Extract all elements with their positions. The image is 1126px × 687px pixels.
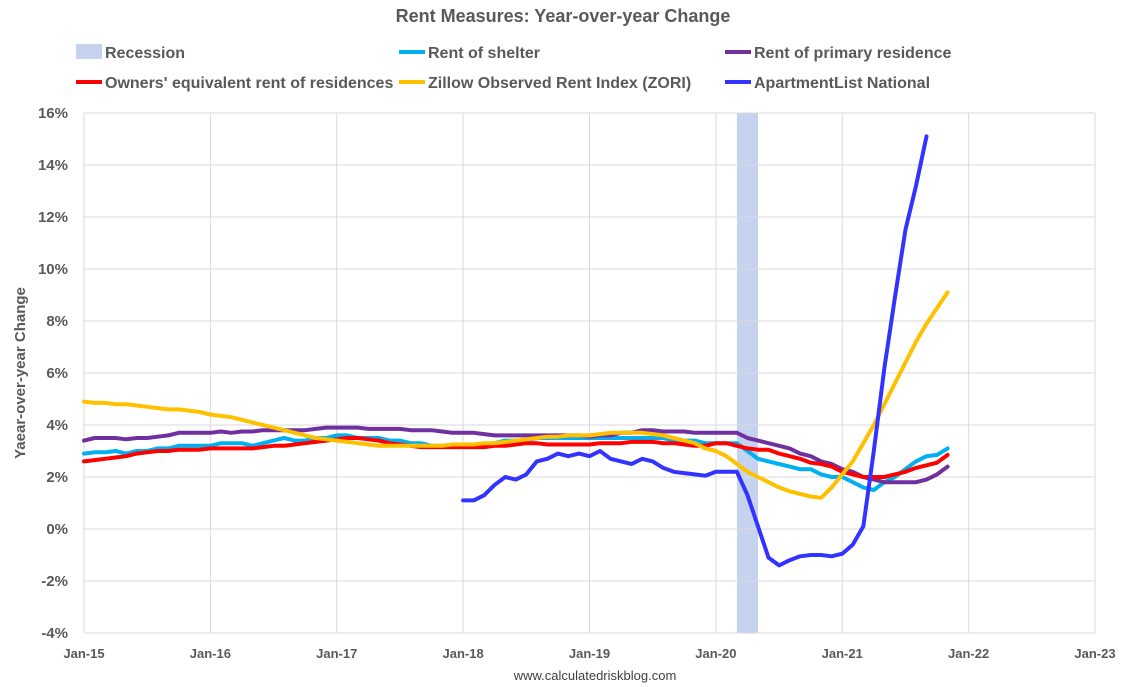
source-label: www.calculatedriskblog.com (513, 668, 677, 683)
y-tick-label: 2% (46, 469, 68, 486)
x-tick-label: Jan-16 (190, 646, 231, 661)
y-tick-label: 6% (46, 365, 68, 382)
y-axis-ticks: -4% -2% 0% 2% 4% 6% 8% 10% 12% 14% 16% (38, 105, 68, 642)
legend-label: Zillow Observed Rent Index (ZORI) (428, 75, 691, 92)
legend-swatch-recession (76, 44, 102, 59)
legend-label: ApartmentList National (754, 75, 930, 92)
x-tick-label: Jan-23 (1074, 646, 1115, 661)
legend-label: Rent of shelter (428, 45, 540, 62)
series-line-owners-equivalent-rent-of-residences (82, 436, 950, 479)
series-line-apartmentlist-national (461, 134, 929, 568)
y-tick-label: 0% (46, 521, 68, 538)
y-tick-label: 16% (38, 105, 68, 122)
legend-label: Rent of primary residence (754, 45, 952, 62)
y-tick-label: 14% (38, 157, 68, 174)
legend-label: Owners' equivalent rent of residences (105, 75, 393, 92)
legend: Recession Rent of shelter Rent of primary … (76, 44, 952, 92)
series-line-zillow-observed-rent-index-zori (82, 290, 950, 500)
grid (83, 112, 1096, 634)
x-tick-label: Jan-22 (948, 646, 989, 661)
y-tick-label: 10% (38, 261, 68, 278)
y-tick-label: -4% (41, 625, 68, 642)
series-lines (82, 134, 950, 568)
y-tick-label: 4% (46, 417, 68, 434)
y-tick-label: 8% (46, 313, 68, 330)
x-tick-label: Jan-19 (569, 646, 610, 661)
series-line-rent-of-primary-residence (82, 425, 950, 485)
x-tick-label: Jan-17 (316, 646, 357, 661)
legend-label: Recession (105, 45, 185, 62)
y-tick-label: -2% (41, 573, 68, 590)
x-tick-label: Jan-20 (695, 646, 736, 661)
y-axis-label: Yaear-over-year Change (12, 287, 29, 459)
x-tick-label: Jan-21 (822, 646, 863, 661)
x-axis-ticks: Jan-15 Jan-16 Jan-17 Jan-18 Jan-19 Jan-20 Jan-… (63, 646, 1115, 661)
x-tick-label: Jan-18 (443, 646, 484, 661)
y-tick-label: 12% (38, 209, 68, 226)
chart-title: Rent Measures: Year-over-year Change (396, 6, 731, 26)
x-tick-label: Jan-15 (63, 646, 104, 661)
